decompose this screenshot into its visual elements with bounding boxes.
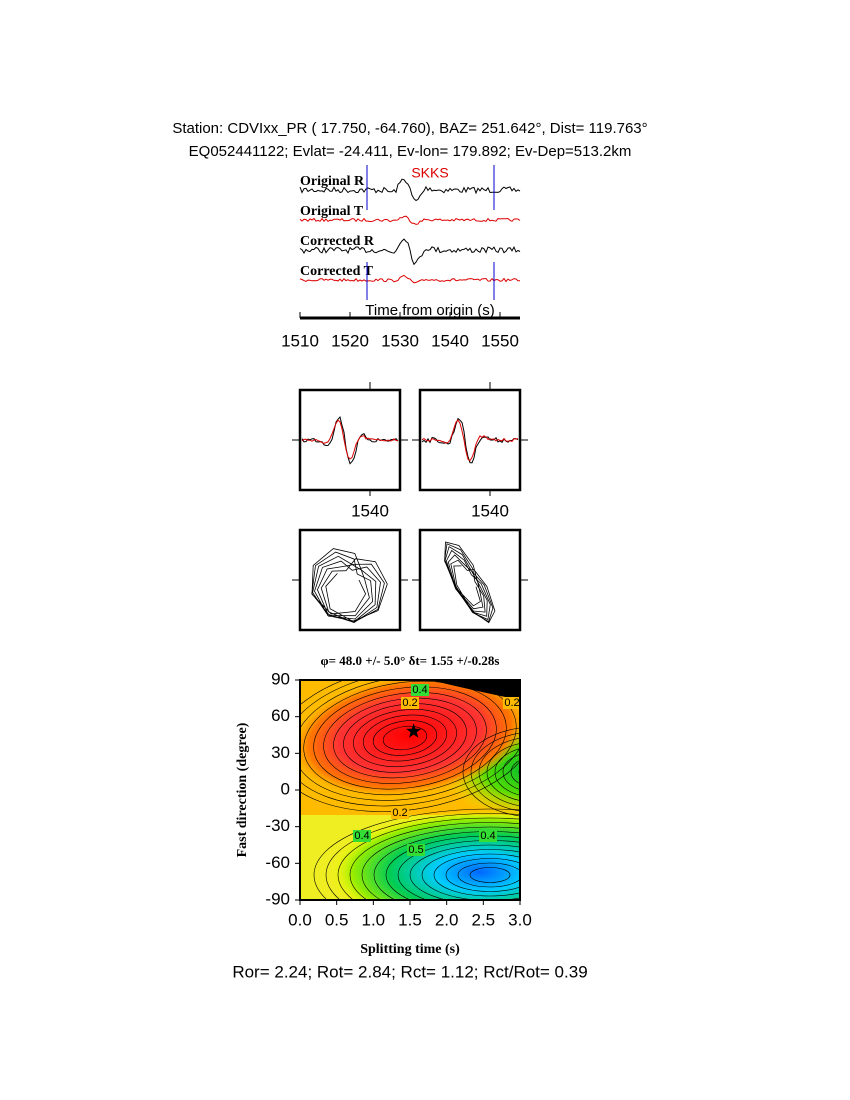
contour-line	[457, 862, 520, 888]
field-blue	[330, 810, 520, 900]
x-tick-label: 1510	[281, 331, 319, 350]
contour-field	[300, 680, 520, 900]
contour-line	[323, 692, 487, 784]
trace	[299, 215, 521, 225]
footer-stats: Ror= 2.24; Rot= 2.84; Rct= 1.12; Rct/Rot…	[232, 962, 587, 981]
contour-label: 0.4	[354, 830, 369, 842]
trace-label: Original R	[300, 174, 365, 189]
waveform-panel: Original R Original T Corrected R Corrected…	[281, 165, 521, 350]
contour-line	[478, 737, 520, 807]
contour-line	[313, 686, 497, 790]
contour-line	[469, 867, 511, 883]
contour-label-box	[353, 830, 371, 842]
y-tick-label: 30	[271, 743, 290, 762]
contour-label-box	[401, 697, 419, 709]
contour-line	[337, 817, 520, 900]
contour-line	[470, 732, 520, 812]
best-fit-marker	[406, 723, 422, 738]
contour-line	[300, 680, 520, 812]
contour-line	[300, 680, 520, 807]
phase-label: SKKS	[411, 165, 448, 181]
trace	[301, 419, 399, 460]
contour-line	[510, 759, 520, 785]
contour-line	[433, 853, 520, 897]
y-axis-label: Fast direction (degree)	[235, 722, 250, 857]
contour-line	[313, 808, 520, 900]
contour-label: 0.2	[392, 807, 407, 819]
event-info: EQ052441122; Evlat= -24.411, Ev-lon= 179…	[189, 143, 632, 160]
contour-label: 0.2	[504, 697, 519, 709]
contour-label-box	[407, 844, 425, 856]
contour-line	[518, 767, 520, 777]
x-tick-label: 1.0	[362, 910, 386, 929]
contour-label-box	[479, 830, 497, 842]
contour-line	[361, 826, 520, 900]
contour-line	[445, 858, 520, 892]
x-tick-label: 1540	[431, 331, 469, 350]
motion-box	[418, 528, 522, 632]
window-panels: 1540 1540	[292, 382, 528, 632]
trace	[421, 419, 519, 462]
x-tick-label: 2.0	[435, 910, 459, 929]
x-tick-label: 1520	[331, 331, 369, 350]
x-axis-label: Time from origin (s)	[365, 302, 494, 319]
trace	[299, 178, 521, 202]
contour-line	[333, 697, 477, 779]
trace	[421, 417, 519, 464]
x-tick-label: 0.5	[325, 910, 349, 929]
trace-label: Original T	[300, 204, 364, 219]
contour-label-box	[411, 684, 429, 696]
contour-line	[409, 844, 520, 900]
particle-motion	[311, 548, 388, 623]
trace-label: Corrected T	[300, 264, 374, 279]
contour-label-box	[503, 697, 521, 709]
x-tick-label: 1540	[351, 501, 389, 520]
y-tick-label: -30	[265, 816, 290, 835]
y-tick-label: 0	[281, 779, 290, 798]
x-tick-label: 3.0	[508, 910, 532, 929]
contour-line	[325, 813, 520, 900]
trace	[299, 274, 520, 284]
contour-label: 0.4	[480, 830, 495, 842]
x-axis-label: Splitting time (s)	[360, 942, 460, 957]
contour-line	[362, 714, 448, 762]
particle-motion	[444, 541, 496, 624]
contour-line	[300, 680, 517, 801]
trace-label: Corrected R	[300, 234, 375, 249]
contour-line	[486, 743, 520, 801]
contour-line	[353, 709, 457, 767]
contour-label-box	[391, 807, 409, 819]
x-tick-label: 1540	[471, 501, 509, 520]
x-tick-label: 2.5	[472, 910, 496, 929]
contour-panel: 0.40.2 0.20.20.40.50.40.0 0.5 1.0 1.5 2.0 2.5 3…	[235, 653, 532, 957]
contour-line	[421, 849, 520, 900]
x-tick-label: 1550	[481, 331, 519, 350]
x-tick-label: 1530	[381, 331, 419, 350]
contour-line	[382, 725, 428, 751]
x-tick-label: 1.5	[398, 910, 422, 929]
contour-label: 0.5	[408, 844, 423, 856]
contour-line	[303, 680, 507, 796]
x-tick-label: 0.0	[288, 910, 312, 929]
y-tick-label: -60	[265, 853, 290, 872]
trace	[299, 238, 521, 266]
y-tick-label: -90	[265, 889, 290, 908]
plot-title: φ= 48.0 +/- 5.0° δt= 1.55 +/-0.28s	[321, 653, 500, 668]
contour-label: 0.2	[402, 697, 417, 709]
contour-line	[349, 822, 520, 900]
y-tick-label: 60	[271, 706, 290, 725]
contour-label: 0.4	[412, 684, 427, 696]
contour-line	[372, 720, 438, 756]
contour-line	[494, 748, 520, 796]
contour-line	[502, 754, 520, 790]
station-info: Station: CDVIxx_PR ( 17.750, -64.760), B…	[172, 120, 647, 137]
y-tick-label: 90	[271, 669, 290, 688]
contour-line	[343, 703, 467, 773]
contour-line	[462, 727, 520, 817]
